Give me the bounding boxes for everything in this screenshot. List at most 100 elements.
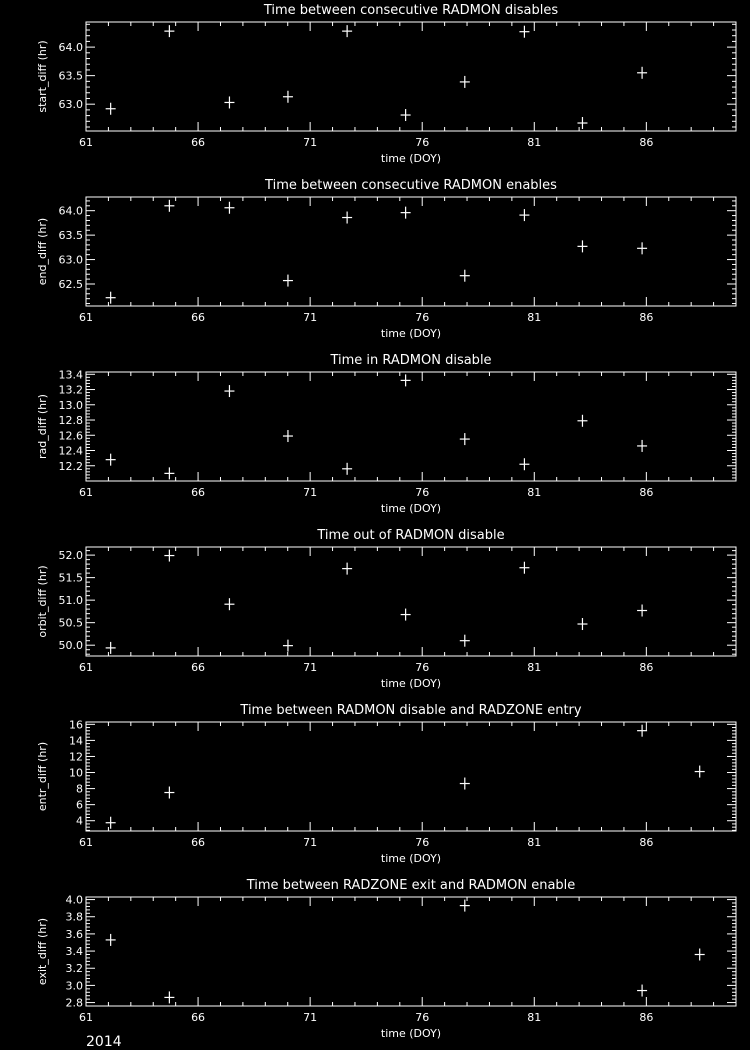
x-tick-label: 81	[527, 311, 541, 324]
panel-title: Time between consecutive RADMON enables	[264, 178, 557, 193]
x-tick-label: 61	[79, 1011, 93, 1024]
x-tick-label: 66	[191, 486, 205, 499]
y-tick-label: 2.8	[66, 997, 84, 1010]
data-point	[224, 598, 235, 611]
y-axis-label: exit_diff (hr)	[36, 918, 49, 985]
y-tick-label: 4	[76, 815, 83, 828]
x-tick-label: 71	[303, 1011, 317, 1024]
x-tick-label: 61	[79, 136, 93, 149]
y-tick-label: 3.0	[66, 979, 84, 992]
y-tick-label: 13.0	[59, 399, 84, 412]
data-point	[577, 117, 588, 130]
panel-1: Time between consecutive RADMON disables…	[36, 3, 737, 165]
data-point	[164, 467, 175, 480]
y-tick-label: 64.0	[59, 205, 84, 218]
x-axis-label: time (DOY)	[381, 852, 441, 865]
y-tick-label: 63.0	[59, 254, 84, 267]
y-tick-label: 51.5	[59, 572, 84, 585]
data-point	[342, 211, 353, 224]
y-tick-label: 13.2	[59, 384, 84, 397]
y-axis-label: end_diff (hr)	[36, 218, 49, 285]
x-tick-label: 66	[191, 661, 205, 674]
y-tick-label: 3.4	[66, 945, 84, 958]
x-tick-label: 71	[303, 836, 317, 849]
y-axis-label: orbit_diff (hr)	[36, 565, 49, 637]
data-point	[637, 66, 648, 79]
y-tick-label: 3.8	[66, 911, 84, 924]
y-tick-label: 12.4	[59, 445, 84, 458]
x-tick-label: 86	[639, 136, 653, 149]
x-tick-label: 76	[415, 836, 429, 849]
data-point	[105, 102, 116, 115]
x-tick-label: 66	[191, 311, 205, 324]
x-tick-label: 86	[639, 311, 653, 324]
panel-4: Time out of RADMON disable 61 66 71 76 81 86 50…	[36, 528, 737, 690]
x-tick-label: 66	[191, 136, 205, 149]
x-tick-label: 61	[79, 311, 93, 324]
data-point	[224, 201, 235, 214]
data-point	[342, 25, 353, 38]
y-tick-label: 3.6	[66, 928, 84, 941]
x-tick-label: 71	[303, 311, 317, 324]
panel-title: Time between RADZONE exit and RADMON ena…	[246, 878, 576, 893]
y-tick-label: 52.0	[59, 549, 84, 562]
x-axis-label: time (DOY)	[381, 1027, 441, 1040]
data-point	[164, 25, 175, 38]
y-tick-label: 51.0	[59, 594, 84, 607]
data-point	[519, 458, 530, 471]
data-point	[105, 933, 116, 946]
data-point	[342, 462, 353, 475]
panel-5: Time between RADMON disable and RADZONE …	[36, 703, 737, 865]
data-point	[637, 439, 648, 452]
panel-title: Time out of RADMON disable	[316, 528, 504, 543]
x-tick-label: 81	[527, 661, 541, 674]
y-tick-label: 12	[69, 750, 83, 763]
y-tick-label: 62.5	[59, 278, 84, 291]
x-tick-label: 76	[415, 486, 429, 499]
x-tick-label: 81	[527, 836, 541, 849]
x-tick-label: 81	[527, 136, 541, 149]
data-point	[459, 899, 470, 912]
data-point	[400, 374, 411, 387]
x-tick-label: 71	[303, 486, 317, 499]
data-point	[400, 608, 411, 621]
y-tick-label: 4.0	[66, 894, 84, 907]
data-point	[164, 991, 175, 1004]
y-axis-label: rad_diff (hr)	[36, 394, 49, 459]
x-tick-label: 81	[527, 1011, 541, 1024]
data-point	[400, 206, 411, 219]
x-tick-label: 71	[303, 136, 317, 149]
x-tick-label: 76	[415, 136, 429, 149]
x-tick-label: 81	[527, 486, 541, 499]
x-axis-label: time (DOY)	[381, 677, 441, 690]
data-point	[459, 777, 470, 790]
data-point	[637, 242, 648, 255]
y-axis-label: entr_diff (hr)	[36, 742, 49, 811]
y-tick-label: 13.4	[59, 368, 84, 381]
plot-frame	[85, 371, 737, 482]
x-tick-label: 86	[639, 661, 653, 674]
data-point	[459, 269, 470, 282]
data-point	[282, 430, 293, 443]
data-point	[459, 75, 470, 88]
y-tick-label: 50.5	[59, 617, 84, 630]
x-axis-label: time (DOY)	[381, 327, 441, 340]
y-tick-label: 8	[76, 783, 83, 796]
panel-title: Time between RADMON disable and RADZONE …	[239, 703, 581, 718]
year-label: 2014	[86, 1034, 122, 1050]
data-point	[224, 96, 235, 109]
x-axis-label: time (DOY)	[381, 152, 441, 165]
y-tick-label: 63.5	[59, 70, 84, 83]
x-tick-label: 66	[191, 1011, 205, 1024]
y-tick-label: 50.0	[59, 639, 84, 652]
data-point	[637, 724, 648, 737]
data-point	[105, 816, 116, 829]
data-point	[637, 604, 648, 617]
y-tick-label: 14	[69, 734, 83, 747]
y-tick-label: 12.2	[59, 460, 84, 473]
data-point	[282, 639, 293, 652]
y-tick-label: 10	[69, 767, 83, 780]
x-tick-label: 76	[415, 311, 429, 324]
plot-frame	[85, 721, 737, 832]
panel-3: Time in RADMON disable 61 66 71 76 81 86 12.2 12…	[36, 353, 737, 515]
